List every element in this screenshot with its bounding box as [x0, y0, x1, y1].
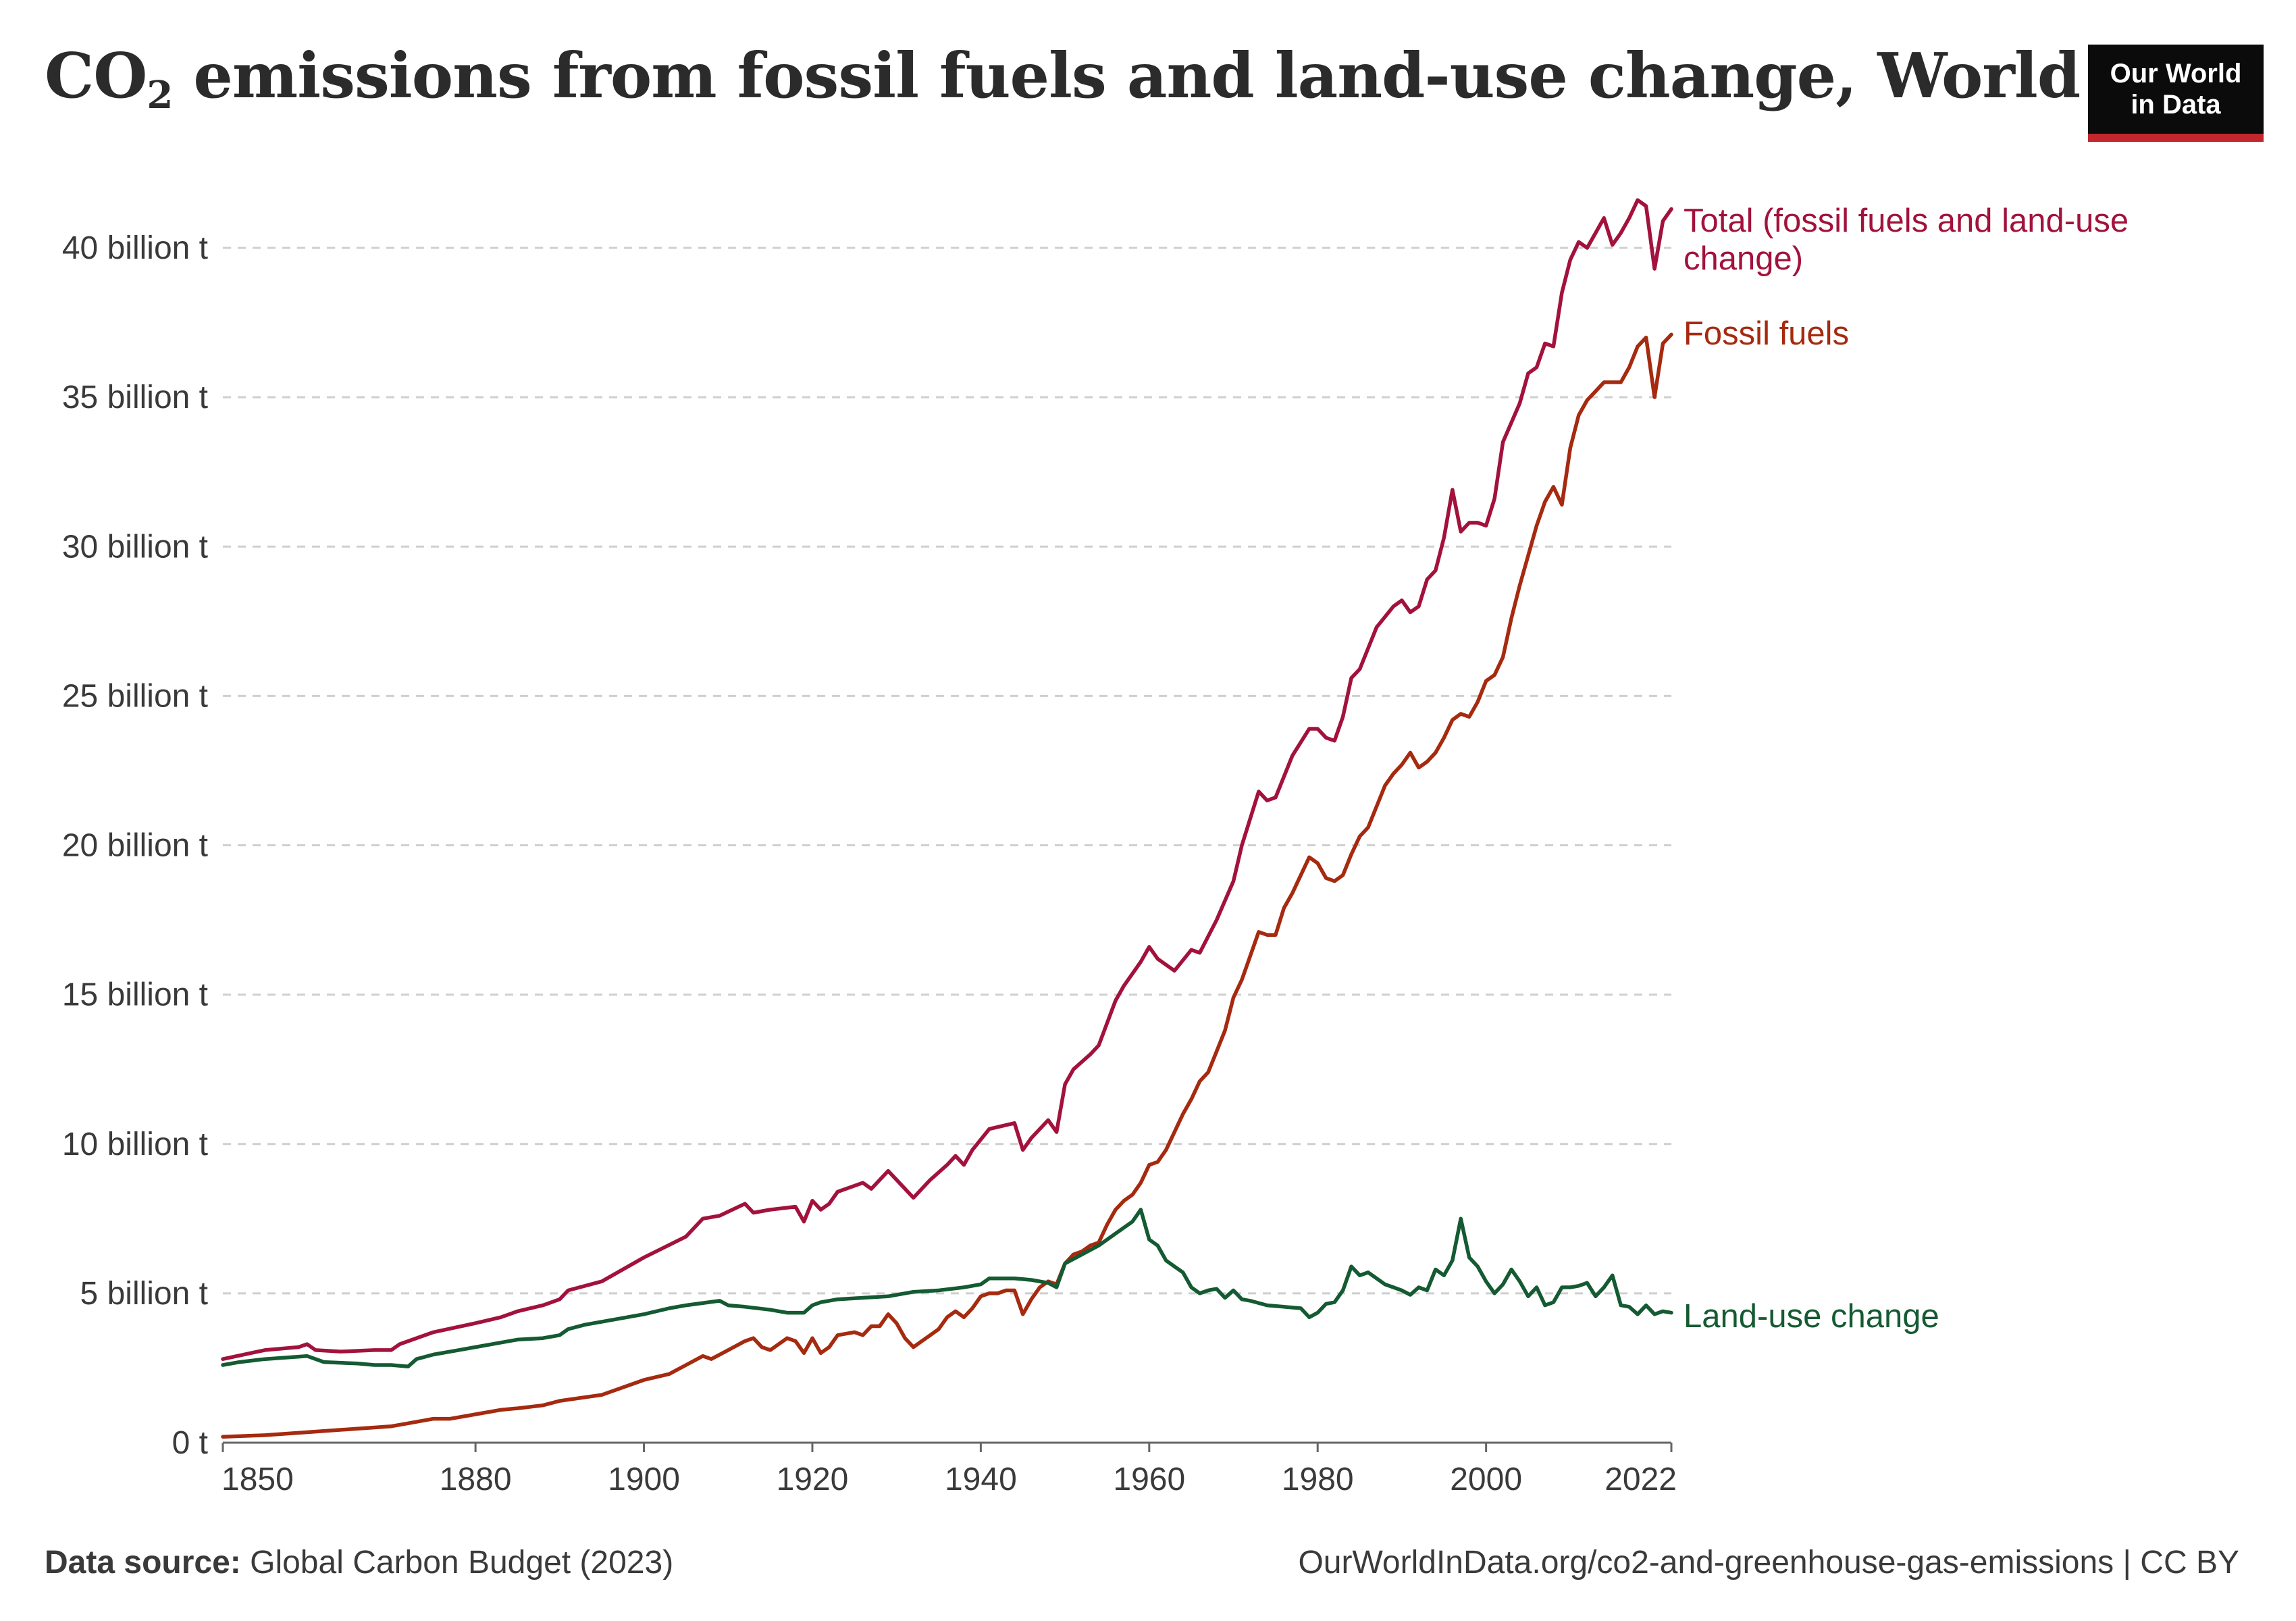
source-text: Global Carbon Budget (2023) — [250, 1545, 674, 1580]
x-tick-label: 1900 — [608, 1462, 680, 1497]
logo-line-2: in Data — [2131, 90, 2221, 120]
source-url[interactable]: OurWorldInData.org/co2-and-greenhouse-ga… — [1298, 1545, 2239, 1580]
y-tick-label: 0 t — [172, 1425, 208, 1461]
series-line-0 — [221, 198, 1673, 1361]
y-axis-ticks: 0 t 5 billion t 10 billion t 15 billion t 20… — [62, 230, 208, 1461]
series-line-2 — [221, 1208, 1673, 1368]
y-tick-label: 20 billion t — [62, 828, 208, 864]
y-tick-label: 5 billion t — [80, 1276, 208, 1312]
series-lines — [221, 198, 1673, 1439]
owid-logo[interactable]: Our World in Data — [2088, 45, 2264, 142]
x-tick-label: 1920 — [777, 1462, 849, 1497]
title-main: CO — [45, 39, 147, 112]
x-tick-label: 1880 — [440, 1462, 512, 1497]
series-line-1 — [221, 332, 1673, 1439]
data-source: Data source: Global Carbon Budget (2023) — [45, 1544, 673, 1581]
gridlines — [223, 247, 1671, 1295]
logo-line-1: Our World — [2110, 59, 2242, 88]
chart-title: CO2 emissions from fossil fuels and land… — [45, 39, 2081, 118]
x-tick-label: 1940 — [945, 1462, 1017, 1497]
y-tick-label: 15 billion t — [62, 977, 208, 1013]
title-subscript: 2 — [147, 73, 173, 118]
x-tick-label: 1850 — [221, 1462, 294, 1497]
y-tick-label: 30 billion t — [62, 529, 208, 565]
x-tick-label: 2000 — [1450, 1462, 1522, 1497]
source-label: Data source: — [45, 1545, 241, 1580]
y-tick-label: 35 billion t — [62, 380, 208, 415]
x-tick-label: 2022 — [1604, 1462, 1677, 1497]
title-rest: emissions from fossil fuels and land-use… — [172, 39, 2081, 112]
y-tick-label: 25 billion t — [62, 678, 208, 714]
y-tick-label: 40 billion t — [62, 230, 208, 266]
series-label: Total (fossil fuels and land-use — [1684, 203, 2129, 239]
y-tick-label: 10 billion t — [62, 1127, 208, 1162]
series-label: Fossil fuels — [1684, 315, 1849, 352]
series-label: Land-use change — [1684, 1298, 1939, 1335]
series-label: change) — [1684, 240, 1803, 277]
x-axis: 1850 1880 1900 1920 1940 1960 1980 2000 2022 — [221, 1441, 1677, 1497]
x-tick-label: 1980 — [1282, 1462, 1354, 1497]
x-tick-label: 1960 — [1113, 1462, 1185, 1497]
